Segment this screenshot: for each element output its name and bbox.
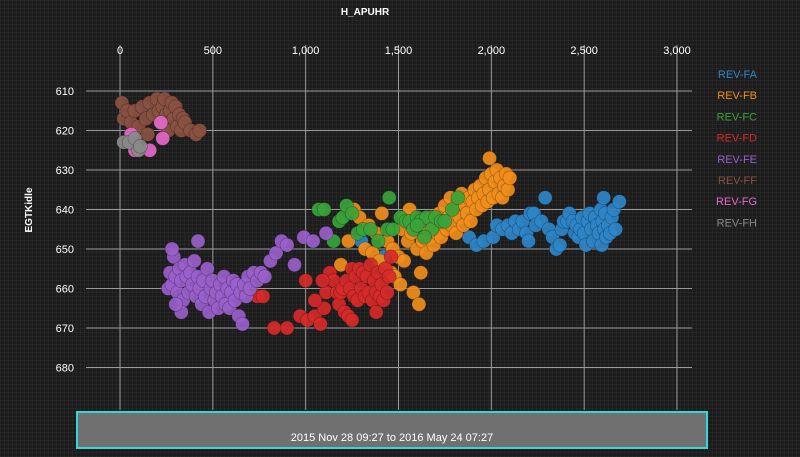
data-point: [411, 296, 427, 312]
data-point: [417, 229, 432, 245]
x-tick-label: 2,000: [478, 45, 506, 57]
x-tick-label: 1,000: [292, 45, 320, 57]
data-point: [450, 190, 466, 205]
legend[interactable]: REV-FA REV-FB REV-FC REV-FD REV-FE REV-FF REV-…: [716, 69, 758, 229]
x-tick-label: 1,500: [385, 45, 413, 57]
data-point: [409, 218, 425, 233]
data-point: [168, 296, 183, 312]
data-point: [612, 194, 627, 209]
data-point: [521, 233, 536, 249]
y-tick-label: 640: [56, 205, 74, 217]
data-point: [374, 206, 390, 221]
data-point: [344, 312, 360, 328]
data-point: [164, 241, 180, 257]
y-tick-label: 650: [56, 244, 74, 256]
x-tick-label: 500: [204, 45, 222, 57]
data-point: [315, 273, 330, 288]
y-tick-label: 670: [56, 323, 74, 335]
data-point: [502, 170, 518, 186]
data-point: [155, 131, 170, 146]
data-point: [298, 273, 314, 288]
data-point: [383, 249, 399, 265]
time-range-label: 2015 Nov 28 09:27 to 2016 May 24 07:27: [290, 432, 494, 444]
data-point: [344, 206, 360, 221]
data-point: [133, 139, 148, 154]
time-range-slider[interactable]: 2015 Nov 28 09:27 to 2016 May 24 07:27: [76, 411, 708, 449]
data-point: [268, 245, 284, 261]
data-point: [537, 190, 553, 205]
y-tick-label: 680: [56, 363, 74, 375]
data-point: [266, 320, 282, 336]
data-point: [279, 320, 295, 336]
data-point: [381, 269, 397, 284]
legend-item[interactable]: REV-FF: [718, 175, 757, 187]
data-point: [368, 304, 384, 320]
data-point: [444, 202, 460, 217]
data-point: [385, 222, 401, 237]
y-axis-tick-labels: 610 620 630 640 650 660 670 680: [56, 86, 74, 375]
x-axis-tick-labels: 0 500 1,000 1,500 2,000 2,500 3,000: [117, 45, 691, 57]
y-tick-label: 620: [56, 126, 74, 138]
data-point: [287, 257, 302, 273]
legend-item[interactable]: REV-FC: [717, 111, 757, 123]
legend-item[interactable]: REV-FE: [717, 154, 757, 166]
data-point: [437, 214, 453, 229]
legend-item[interactable]: REV-FH: [717, 217, 757, 229]
data-point: [257, 269, 273, 284]
data-point: [463, 214, 479, 229]
data-point: [279, 237, 295, 253]
data-point: [200, 261, 215, 277]
data-point: [380, 285, 395, 300]
y-tick-label: 660: [56, 284, 74, 296]
legend-item[interactable]: REV-FG: [716, 196, 757, 208]
data-point: [305, 233, 321, 249]
data-point: [255, 289, 271, 304]
data-point: [318, 225, 334, 241]
data-point: [187, 253, 202, 269]
data-point: [307, 293, 323, 308]
data-point: [313, 316, 328, 332]
data-point: [235, 316, 250, 332]
data-point: [482, 150, 497, 166]
data-point: [341, 233, 356, 249]
data-point: [316, 300, 332, 316]
data-point: [396, 253, 412, 269]
data-point: [406, 285, 421, 300]
data-point: [140, 127, 156, 142]
x-tick-label: 3,000: [663, 45, 691, 57]
x-tick-label: 0: [117, 45, 123, 57]
y-tick-label: 610: [56, 86, 74, 98]
x-tick-label: 2,500: [570, 45, 598, 57]
legend-item[interactable]: REV-FD: [717, 133, 757, 145]
legend-item[interactable]: REV-FA: [718, 69, 758, 81]
data-point: [381, 190, 397, 205]
data-point: [316, 202, 332, 217]
data-point: [153, 115, 169, 130]
data-point: [608, 222, 624, 237]
y-axis-label: EGTKidle: [24, 187, 35, 232]
data-point: [552, 237, 568, 253]
data-point: [363, 222, 378, 237]
data-point: [190, 233, 206, 249]
legend-item[interactable]: REV-FB: [717, 90, 757, 102]
data-point: [596, 190, 612, 205]
chart-title: H_APUHR: [341, 7, 390, 18]
data-point: [413, 265, 429, 281]
data-point: [393, 277, 408, 292]
y-tick-label: 630: [56, 165, 74, 177]
data-point: [192, 123, 208, 138]
data-points: [114, 91, 627, 336]
data-point: [370, 233, 386, 249]
